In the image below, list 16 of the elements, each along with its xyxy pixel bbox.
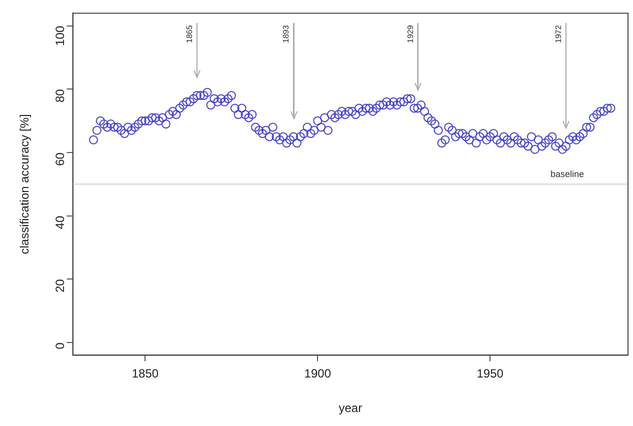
y-tick-label: 40 bbox=[53, 216, 68, 230]
ref-line-label: 1929 bbox=[406, 24, 415, 43]
ref-line-label: 1893 bbox=[282, 24, 291, 43]
y-tick-label: 60 bbox=[53, 152, 68, 166]
x-tick-label: 1850 bbox=[132, 366, 159, 381]
y-tick-label: 80 bbox=[53, 88, 68, 103]
y-tick-label: 20 bbox=[53, 278, 68, 293]
x-tick-label: 1900 bbox=[304, 366, 332, 381]
x-axis-title: year bbox=[338, 401, 362, 416]
ref-line-label: baseline bbox=[550, 169, 584, 180]
ref-line-label: 1972 bbox=[554, 24, 564, 43]
y-axis-title: classification accuracy [%] bbox=[18, 114, 32, 254]
y-tick-label: 100 bbox=[53, 26, 68, 46]
x-tick-label: 1950 bbox=[476, 366, 504, 381]
ref-line-label: 1865 bbox=[185, 24, 194, 43]
y-tick-label: 0 bbox=[53, 342, 68, 350]
